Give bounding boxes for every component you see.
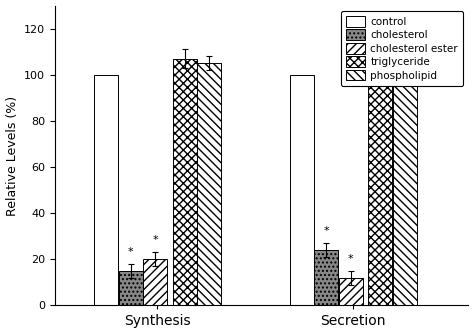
Bar [314,250,338,305]
Y-axis label: Relative Levels (%): Relative Levels (%) [6,96,18,215]
Text: *: * [348,254,354,264]
Text: *: * [324,226,329,236]
Bar [143,259,167,305]
Text: *: * [402,14,408,24]
Bar [392,40,417,305]
Bar [197,63,221,305]
Text: *: * [153,235,158,245]
Text: *: * [128,247,134,257]
Legend: control, cholesterol, cholesterol ester, triglyceride, phospholipid: control, cholesterol, cholesterol ester,… [341,11,463,86]
Bar [119,271,143,305]
Bar [339,278,363,305]
Bar [94,75,118,305]
Bar [368,63,392,305]
Bar [173,58,197,305]
Bar [290,75,314,305]
